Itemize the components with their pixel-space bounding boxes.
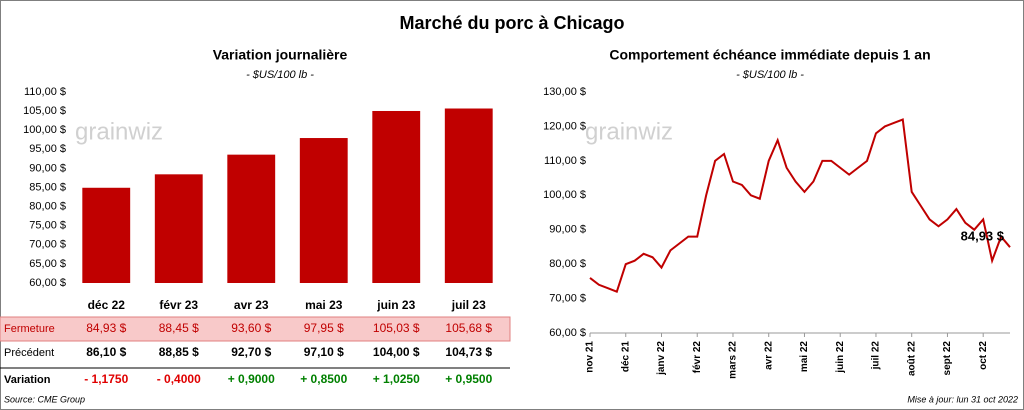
y-tick-label: 85,00 $ (29, 181, 66, 193)
updated: Mise à jour: lun 31 oct 2022 (907, 394, 1018, 404)
last-value-label: 84,93 $ (961, 229, 1005, 244)
x-tick-label: févr 23 (159, 298, 198, 312)
table-cell: 88,85 $ (159, 345, 199, 359)
table-cell: 88,45 $ (159, 321, 199, 335)
y-tick-label: 90,00 $ (549, 224, 586, 236)
table-cell: 93,60 $ (231, 321, 271, 335)
y-tick-label: 100,00 $ (543, 189, 586, 201)
row-label: Fermeture (4, 323, 55, 335)
row-label: Variation (4, 374, 51, 386)
x-tick-label: oct 22 (978, 341, 989, 370)
y-tick-label: 95,00 $ (29, 143, 66, 155)
table-cell: + 1,0250 (373, 372, 420, 386)
table-cell: 86,10 $ (86, 345, 126, 359)
bar (227, 154, 276, 283)
row-label: Précédent (4, 347, 54, 359)
table-cell: - 1,1750 (84, 372, 128, 386)
table-cell: 97,95 $ (304, 321, 344, 335)
x-tick-label: juil 23 (451, 298, 486, 312)
x-tick-label: mai 23 (305, 298, 343, 312)
x-tick-label: mai 22 (799, 341, 810, 373)
table-cell: + 0,8500 (300, 372, 347, 386)
bar (82, 187, 131, 283)
table-cell: 104,00 $ (373, 345, 420, 359)
chart-subtitle: - $US/100 lb - (736, 69, 804, 81)
price-line (589, 118, 1011, 293)
y-tick-label: 110,00 $ (24, 86, 66, 98)
x-tick-label: juin 23 (376, 298, 415, 312)
table-cell: 105,68 $ (445, 321, 492, 335)
x-tick-label: nov 21 (585, 341, 596, 373)
y-tick-label: 75,00 $ (29, 220, 66, 232)
y-tick-label: 100,00 $ (23, 124, 66, 136)
bar (444, 108, 493, 283)
table-cell: - 0,4000 (157, 372, 201, 386)
y-tick-label: 105,00 $ (23, 105, 66, 117)
table-cell: 105,03 $ (373, 321, 420, 335)
table-cell: 92,70 $ (231, 345, 271, 359)
fermeture-row-bg (0, 316, 511, 342)
table-cell: + 0,9000 (228, 372, 275, 386)
y-tick-label: 60,00 $ (29, 277, 66, 289)
x-tick-label: juin 22 (835, 341, 846, 374)
x-tick-label: avr 22 (763, 341, 774, 370)
x-tick-label: févr 22 (692, 341, 703, 374)
x-tick-label: mars 22 (728, 341, 739, 379)
x-tick-label: déc 22 (88, 298, 126, 312)
y-tick-label: 65,00 $ (29, 258, 66, 270)
x-tick-label: déc 21 (620, 341, 631, 373)
y-tick-label: 80,00 $ (29, 201, 66, 213)
source: Source: CME Group (4, 394, 85, 404)
y-tick-label: 110,00 $ (544, 155, 586, 167)
x-tick-label: janv 22 (656, 341, 667, 376)
table-cell: 104,73 $ (445, 345, 492, 359)
bar (299, 138, 348, 283)
y-tick-label: 120,00 $ (543, 120, 586, 132)
bar (372, 110, 421, 283)
y-tick-label: 60,00 $ (549, 327, 586, 339)
y-tick-label: 90,00 $ (29, 162, 66, 174)
watermark: grainwiz (585, 118, 673, 145)
watermark: grainwiz (75, 118, 163, 145)
x-tick-label: août 22 (906, 341, 917, 376)
x-tick-label: juil 22 (871, 341, 882, 371)
table-cell: 97,10 $ (304, 345, 344, 359)
x-tick-label: sept 22 (942, 341, 953, 376)
page-title: Marché du porc à Chicago (399, 13, 624, 33)
bar (154, 174, 203, 283)
table-cell: + 0,9500 (445, 372, 492, 386)
chart-subtitle: - $US/100 lb - (246, 69, 314, 81)
chart-title: Variation journalière (213, 47, 348, 63)
y-tick-label: 130,00 $ (543, 86, 586, 98)
y-tick-label: 70,00 $ (29, 239, 66, 251)
y-tick-label: 70,00 $ (549, 292, 586, 304)
y-tick-label: 80,00 $ (549, 258, 586, 270)
chart-title: Comportement échéance immédiate depuis 1… (609, 47, 930, 63)
table-cell: 84,93 $ (86, 321, 126, 335)
x-tick-label: avr 23 (234, 298, 269, 312)
